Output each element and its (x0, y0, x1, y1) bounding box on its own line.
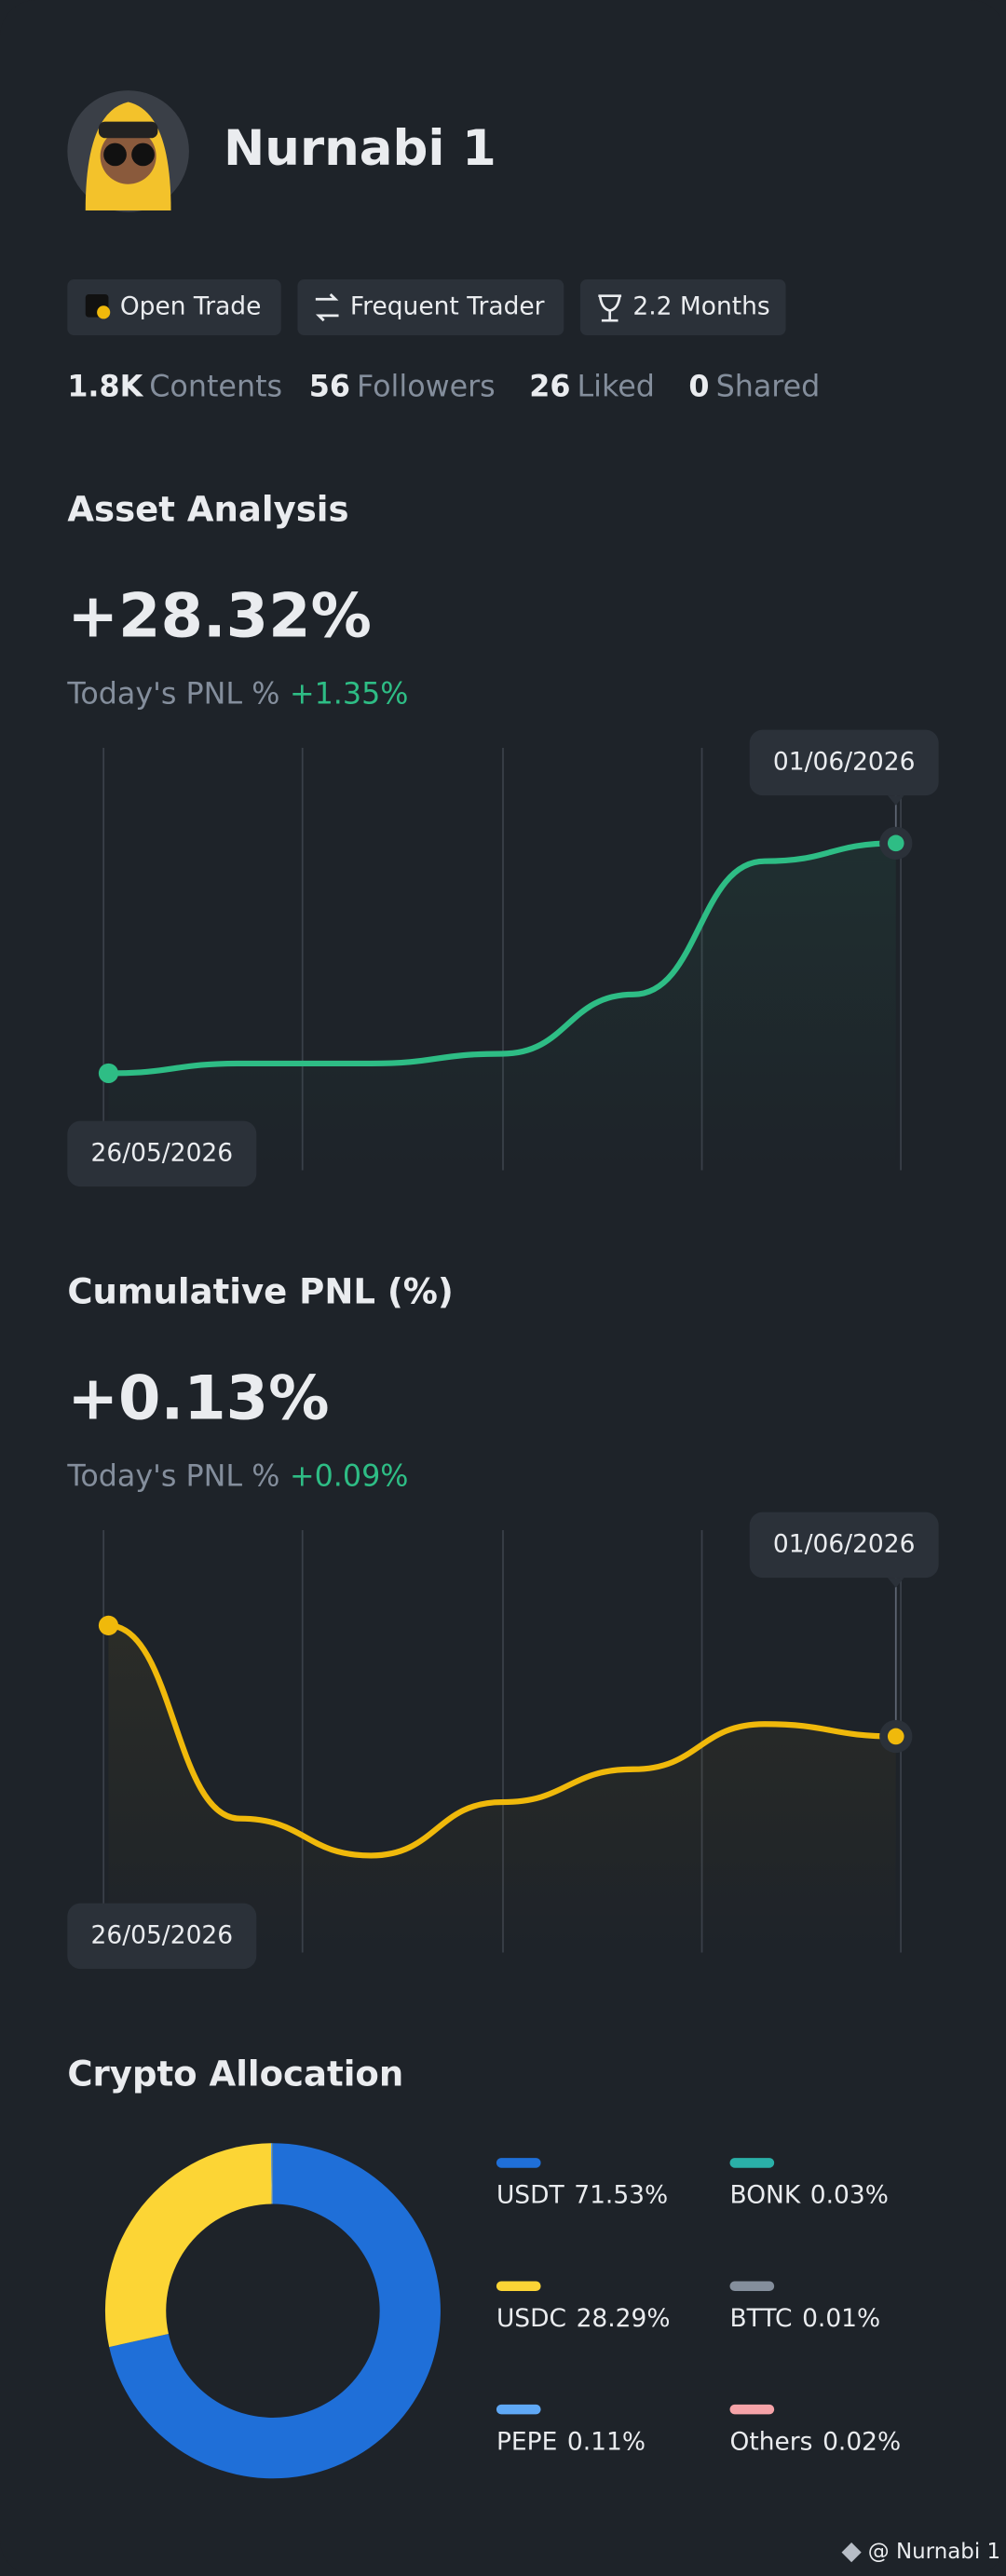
tooltip-date: 01/06/2026 (773, 1529, 916, 1558)
stat-value: 0 (688, 371, 709, 404)
pnl-label: Today's PNL % (66, 678, 279, 712)
pnl-value: +1.35% (290, 678, 408, 712)
legend-swatch (729, 2158, 775, 2168)
line (108, 1622, 896, 1859)
legend-name: BONK (730, 2180, 801, 2209)
legend-value: 0.03% (810, 2180, 889, 2209)
legend-swatch (729, 2404, 775, 2415)
legend-name: USDT (496, 2180, 565, 2209)
badge: Frequent Trader (297, 279, 564, 336)
legend-swatch (729, 2281, 775, 2292)
section-title: Asset Analysis (67, 489, 348, 529)
tooltip-box (749, 729, 939, 796)
line (108, 840, 896, 1077)
stat-value: 26 (529, 371, 570, 404)
stat-label: Liked (577, 371, 654, 404)
legend-swatch (496, 2404, 541, 2415)
user-name: Nurnabi 1 (224, 120, 496, 177)
line-area (108, 1625, 896, 1953)
legend-entry: USDC 28.29% (496, 2304, 671, 2333)
donut-slice (109, 2143, 441, 2479)
watermark: @ Nurnabi 1 (868, 2540, 1000, 2564)
section-title: Crypto Allocation (67, 2054, 403, 2094)
tooltip-pointer (887, 795, 904, 806)
start-point (98, 1615, 119, 1635)
legend-name: BTTC (730, 2304, 793, 2333)
legend-name: PEPE (496, 2427, 557, 2456)
today-pnl: Today's PNL % +0.09% (66, 1460, 408, 1494)
end-point (887, 834, 904, 852)
legend-value: 28.29% (577, 2304, 671, 2333)
legend-value: 0.11% (567, 2427, 646, 2456)
donut-slice (104, 2143, 272, 2348)
legend-name: USDC (496, 2304, 566, 2333)
stat-value: 1.8K (67, 371, 143, 404)
legend-name: Others (730, 2427, 813, 2456)
stats-row: 1.8K Contents 56 Followers 26 Liked 0 Shared (67, 371, 820, 404)
start-point (98, 1063, 119, 1084)
start-date: 26/05/2026 (91, 1138, 234, 1167)
end-point (887, 1728, 904, 1745)
headline-value: +28.32% (67, 580, 372, 651)
badge-label: Open Trade (120, 292, 262, 321)
legend-entry: PEPE 0.11% (496, 2427, 646, 2456)
legend-value: 0.02% (822, 2427, 901, 2456)
pnl-label: Today's PNL % (66, 1460, 279, 1494)
badge-label: 2.2 Months (632, 292, 769, 321)
donut-slice (271, 2143, 273, 2204)
pnl-value: +0.09% (290, 1460, 408, 1494)
date-box (67, 1903, 257, 1970)
legend-value: 71.53% (574, 2180, 668, 2209)
stat-label: Contents (149, 371, 282, 404)
legend-value: 0.01% (802, 2304, 880, 2333)
today-pnl: Today's PNL % +1.35% (66, 678, 408, 712)
legend-swatch (496, 2158, 541, 2168)
headline-value: +0.13% (67, 1363, 329, 1433)
tooltip-date: 01/06/2026 (773, 747, 916, 776)
tooltip-box (749, 1512, 939, 1579)
stat-value: 56 (309, 371, 350, 404)
start-date: 26/05/2026 (91, 1920, 234, 1949)
badge: 2.2 Months (579, 279, 786, 336)
tooltip-pointer (887, 1578, 904, 1588)
legend-swatch (496, 2281, 541, 2292)
footer: @ Nurnabi 1 (841, 2540, 1000, 2564)
line-area (108, 843, 896, 1171)
badge: Open Trade (67, 279, 281, 336)
avatar (67, 90, 189, 212)
date-box (67, 1120, 257, 1187)
stat-label: Shared (716, 371, 821, 404)
section-title: Cumulative PNL (%) (67, 1271, 453, 1311)
legend-entry: BTTC 0.01% (730, 2304, 881, 2333)
legend-entry: Others 0.02% (730, 2427, 902, 2456)
legend-entry: USDT 71.53% (496, 2180, 668, 2209)
badge-label: Frequent Trader (350, 292, 545, 321)
legend-entry: BONK 0.03% (730, 2180, 889, 2209)
stat-label: Followers (357, 371, 496, 404)
